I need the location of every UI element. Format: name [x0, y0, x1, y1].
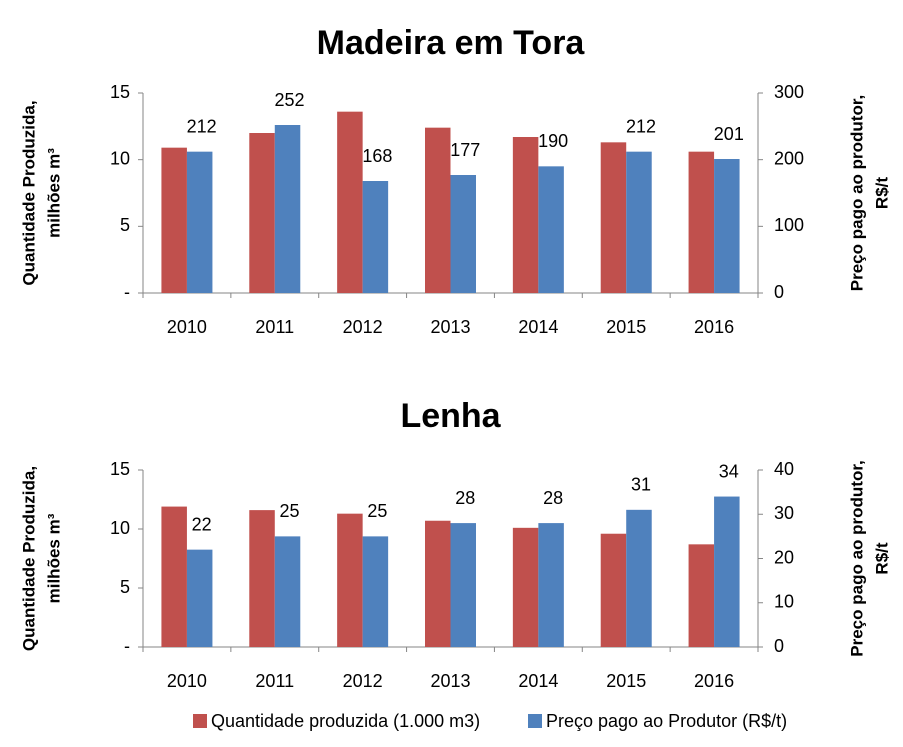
- y-tick-label: 10: [110, 148, 130, 168]
- data-label: 168: [362, 146, 392, 166]
- bar: [337, 111, 363, 294]
- bar: [274, 125, 301, 293]
- y-tick-label: -: [124, 636, 130, 656]
- y2-axis-title: R$/t: [872, 542, 891, 574]
- y2-tick-label: 0: [774, 636, 784, 656]
- legend-label: Quantidade produzida (1.000 m3): [211, 711, 480, 731]
- bar: [714, 159, 740, 293]
- bar: [425, 127, 451, 294]
- bar: [249, 133, 275, 293]
- x-tick-label: 2014: [518, 317, 558, 337]
- legend-swatch: [193, 714, 207, 728]
- y2-axis-title: R$/t: [872, 177, 891, 209]
- x-tick-label: 2012: [343, 317, 383, 337]
- data-label: 22: [192, 514, 212, 534]
- data-label: 177: [450, 140, 480, 160]
- y-axis-title: Quantidade Produzida,: [19, 100, 38, 285]
- y2-tick-label: 300: [774, 82, 804, 102]
- legend-label: Preço pago ao Produtor (R$/t): [546, 711, 787, 731]
- x-tick-label: 2013: [430, 671, 470, 691]
- y2-tick-label: 10: [774, 592, 794, 612]
- chart-title: Madeira em Tora: [317, 24, 586, 62]
- y-tick-label: 10: [110, 518, 130, 538]
- x-tick-label: 2010: [167, 671, 207, 691]
- data-label: 201: [714, 124, 744, 144]
- bar: [450, 175, 476, 293]
- chart-title: Lenha: [400, 397, 501, 435]
- bar: [512, 527, 539, 647]
- bar: [186, 549, 213, 647]
- bar: [362, 181, 389, 293]
- y-axis-title: milhões m³: [44, 513, 63, 603]
- data-label: 212: [626, 116, 656, 136]
- data-label: 25: [367, 501, 387, 521]
- bar: [337, 513, 363, 647]
- data-label: 212: [187, 116, 217, 136]
- y-tick-label: 15: [110, 82, 130, 102]
- x-tick-label: 2013: [430, 317, 470, 337]
- x-tick-label: 2015: [606, 671, 646, 691]
- bar: [274, 536, 301, 647]
- bar: [450, 523, 476, 647]
- y2-tick-label: 100: [774, 215, 804, 235]
- y2-tick-label: 30: [774, 503, 794, 523]
- x-tick-label: 2016: [694, 317, 734, 337]
- bar: [626, 151, 652, 293]
- y2-axis-title: Preço pago ao produtor,: [847, 95, 866, 291]
- bar: [600, 142, 627, 293]
- x-tick-label: 2011: [255, 317, 294, 337]
- data-label: 252: [275, 90, 305, 110]
- y2-tick-label: 200: [774, 148, 804, 168]
- bar: [161, 506, 187, 647]
- bar: [249, 510, 275, 647]
- x-tick-label: 2010: [167, 317, 207, 337]
- y-axis-title: Quantidade Produzida,: [19, 466, 38, 651]
- bar: [425, 520, 451, 647]
- y-axis-title: milhões m³: [44, 148, 63, 238]
- data-label: 25: [280, 501, 300, 521]
- data-label: 31: [631, 475, 651, 495]
- bar: [362, 536, 389, 647]
- data-label: 34: [719, 461, 739, 481]
- y2-tick-label: 40: [774, 459, 794, 479]
- bar: [538, 166, 564, 293]
- x-tick-label: 2011: [255, 671, 294, 691]
- data-label: 190: [538, 131, 568, 151]
- bar: [688, 544, 715, 647]
- y-tick-label: 5: [120, 215, 130, 235]
- x-tick-label: 2012: [343, 671, 383, 691]
- bar: [538, 523, 564, 647]
- data-label: 28: [455, 488, 475, 508]
- x-tick-label: 2016: [694, 671, 734, 691]
- bar: [186, 151, 213, 293]
- y2-tick-label: 20: [774, 547, 794, 567]
- bar: [600, 533, 627, 647]
- bar: [626, 509, 652, 647]
- y2-tick-label: 0: [774, 282, 784, 302]
- bar: [714, 496, 740, 647]
- y-tick-label: 5: [120, 577, 130, 597]
- bar: [512, 137, 539, 293]
- y2-axis-title: Preço pago ao produtor,: [847, 460, 866, 656]
- y-tick-label: 15: [110, 459, 130, 479]
- x-tick-label: 2014: [518, 671, 558, 691]
- x-tick-label: 2015: [606, 317, 646, 337]
- bar: [688, 151, 715, 293]
- legend-swatch: [528, 714, 542, 728]
- y-tick-label: -: [124, 282, 130, 302]
- bar: [161, 147, 187, 293]
- data-label: 28: [543, 488, 563, 508]
